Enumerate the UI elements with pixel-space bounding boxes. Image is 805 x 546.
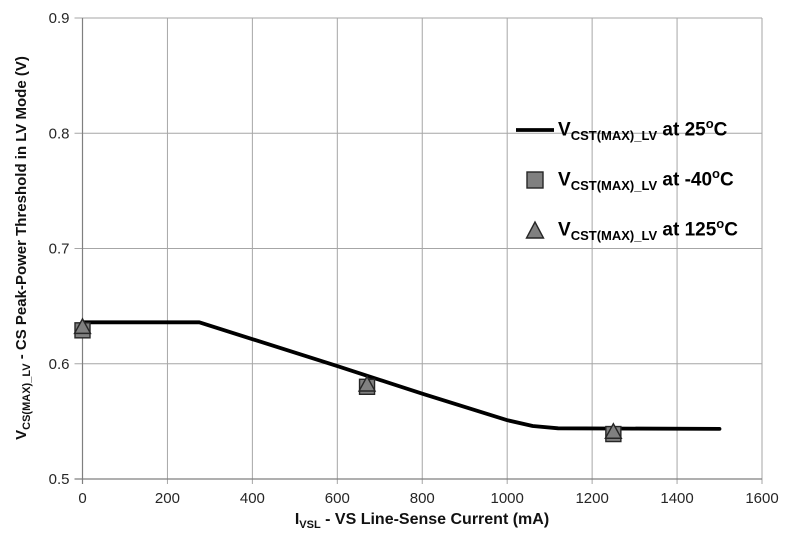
legend-item-125c: VCST(MAX)_LV at 125oC <box>512 214 738 246</box>
legend-line-sample <box>512 126 558 134</box>
x-tick-label: 1000 <box>491 490 524 507</box>
y-axis-title-subscript: CS(MAX)_LV <box>21 363 33 430</box>
y-tick-label: 0.9 <box>49 10 70 27</box>
triangle-marker-icon <box>525 220 545 239</box>
x-tick-label: 400 <box>240 490 265 507</box>
y-tick-label: 0.7 <box>49 241 70 258</box>
x-tick-label: 1600 <box>745 490 778 507</box>
legend: VCST(MAX)_LV at 25oC VCST(MAX)_LV at -40… <box>512 114 738 264</box>
legend-square-sample <box>512 170 558 190</box>
square-marker-icon <box>526 171 544 189</box>
legend-item-25c: VCST(MAX)_LV at 25oC <box>512 114 738 146</box>
x-tick-label: 1400 <box>660 490 693 507</box>
x-axis-title-subscript: VSL <box>299 519 321 532</box>
legend-label-25c: VCST(MAX)_LV at 25oC <box>558 115 728 144</box>
y-tick-label: 0.8 <box>49 125 70 142</box>
x-tick-label: 200 <box>155 490 180 507</box>
x-tick-label: 800 <box>410 490 435 507</box>
legend-triangle-sample <box>512 220 558 240</box>
marker-triangle-125c <box>357 375 377 392</box>
marker-triangle-125c <box>604 422 623 439</box>
x-tick-label: 600 <box>325 490 350 507</box>
x-tick-label: 1200 <box>575 490 608 507</box>
line-sample-icon <box>516 128 554 132</box>
marker-triangle-125c <box>73 317 92 335</box>
x-axis-title-text: - VS Line-Sense Current (mA) <box>320 511 550 528</box>
legend-label-minus40c: VCST(MAX)_LV at -40oC <box>558 165 734 194</box>
y-tick-label: 0.6 <box>49 356 70 373</box>
y-axis-title-symbol: V <box>13 429 30 440</box>
x-axis-title-symbol: I <box>294 511 300 528</box>
y-tick-label: 0.5 <box>49 471 70 488</box>
legend-label-125c: VCST(MAX)_LV at 125oC <box>558 215 738 244</box>
series-line-25c <box>80 320 722 431</box>
legend-item-minus40c: VCST(MAX)_LV at -40oC <box>512 164 738 196</box>
x-axis-title: IVSL - VS Line-Sense Current (mA) <box>82 511 762 531</box>
y-axis-title-text: - CS Peak-Power Threshold in LV Mode (V) <box>13 56 30 364</box>
x-tick-label: 0 <box>78 490 86 507</box>
y-axis-title: VCS(MAX)_LV - CS Peak-Power Threshold in… <box>13 8 35 488</box>
